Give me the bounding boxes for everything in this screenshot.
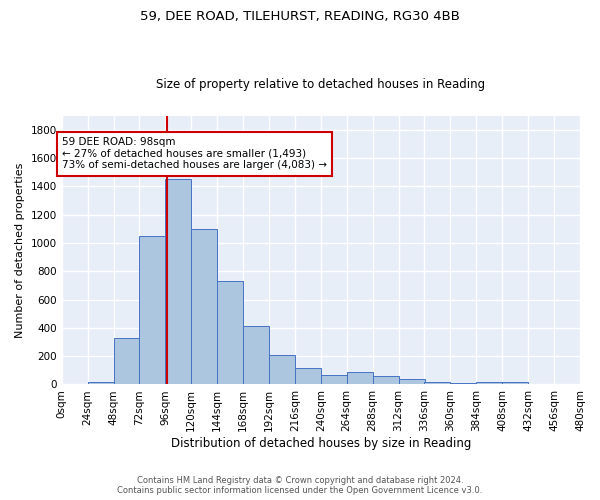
- Bar: [398, 379, 425, 384]
- Bar: [166, 180, 191, 384]
- Bar: [113, 338, 139, 384]
- Bar: [139, 236, 166, 384]
- Bar: [217, 281, 243, 384]
- X-axis label: Distribution of detached houses by size in Reading: Distribution of detached houses by size …: [170, 437, 471, 450]
- Y-axis label: Number of detached properties: Number of detached properties: [15, 162, 25, 338]
- Bar: [321, 374, 347, 384]
- Bar: [502, 382, 528, 384]
- Text: Contains HM Land Registry data © Crown copyright and database right 2024.
Contai: Contains HM Land Registry data © Crown c…: [118, 476, 482, 495]
- Bar: [191, 229, 217, 384]
- Text: 59, DEE ROAD, TILEHURST, READING, RG30 4BB: 59, DEE ROAD, TILEHURST, READING, RG30 4…: [140, 10, 460, 23]
- Title: Size of property relative to detached houses in Reading: Size of property relative to detached ho…: [156, 78, 485, 91]
- Bar: [269, 356, 295, 384]
- Bar: [373, 376, 398, 384]
- Bar: [88, 382, 113, 384]
- Bar: [424, 382, 451, 384]
- Bar: [347, 372, 373, 384]
- Bar: [476, 382, 502, 384]
- Text: 59 DEE ROAD: 98sqm
← 27% of detached houses are smaller (1,493)
73% of semi-deta: 59 DEE ROAD: 98sqm ← 27% of detached hou…: [62, 138, 327, 170]
- Bar: [295, 368, 321, 384]
- Bar: [451, 383, 476, 384]
- Bar: [243, 326, 269, 384]
